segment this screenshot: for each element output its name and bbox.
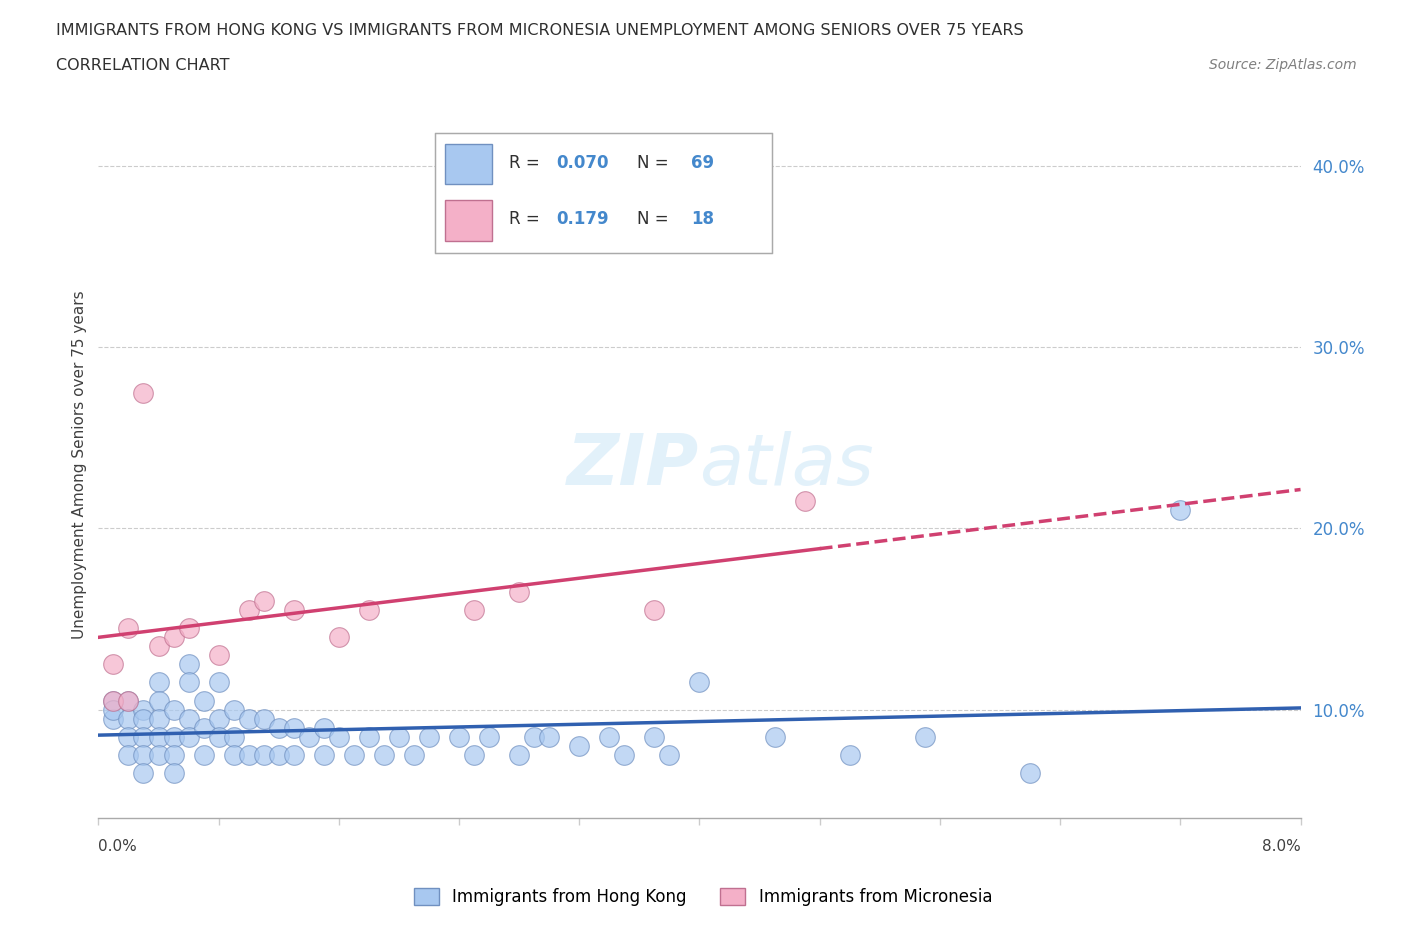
Text: ZIP: ZIP [567,431,699,499]
Point [357,603,380,618]
Point [162,748,184,763]
Point [148,748,170,763]
Point [418,729,440,744]
Point [914,729,936,744]
Point [238,603,260,618]
Point [298,729,321,744]
Text: CORRELATION CHART: CORRELATION CHART [56,58,229,73]
Point [177,675,200,690]
Point [148,639,170,654]
Point [177,711,200,726]
Point [103,711,125,726]
Point [208,729,231,744]
Point [132,702,155,717]
Point [162,630,184,644]
Point [598,729,620,744]
Point [103,657,125,671]
Point [283,721,305,736]
Point [312,721,335,736]
Point [568,738,591,753]
Point [312,748,335,763]
Point [463,603,485,618]
Point [508,584,530,599]
Point [253,748,276,763]
Point [103,693,125,708]
Point [343,748,366,763]
Point [688,675,710,690]
Point [193,721,215,736]
Point [238,748,260,763]
Point [1019,765,1042,780]
Point [103,693,125,708]
Point [117,748,139,763]
Point [162,729,184,744]
Point [162,702,184,717]
Point [613,748,636,763]
Point [132,748,155,763]
Point [148,693,170,708]
Point [253,593,276,608]
Text: 0.0%: 0.0% [98,839,138,854]
Point [283,603,305,618]
Point [148,729,170,744]
Legend: Immigrants from Hong Kong, Immigrants from Micronesia: Immigrants from Hong Kong, Immigrants fr… [408,881,998,912]
Point [148,711,170,726]
Point [463,748,485,763]
Point [658,748,681,763]
Text: 8.0%: 8.0% [1261,839,1301,854]
Point [117,620,139,635]
Point [132,765,155,780]
Point [328,729,350,744]
Point [357,729,380,744]
Point [643,603,665,618]
Point [222,748,245,763]
Point [222,702,245,717]
Point [148,675,170,690]
Point [117,693,139,708]
Point [132,729,155,744]
Point [508,748,530,763]
Point [447,729,470,744]
Point [523,729,546,744]
Point [538,729,561,744]
Point [478,729,501,744]
Point [1168,503,1191,518]
Point [103,702,125,717]
Point [763,729,786,744]
Point [838,748,860,763]
Point [117,711,139,726]
Point [222,729,245,744]
Point [267,748,290,763]
Point [117,693,139,708]
Point [208,648,231,663]
Text: Source: ZipAtlas.com: Source: ZipAtlas.com [1209,58,1357,72]
Point [388,729,411,744]
Point [117,729,139,744]
Text: atlas: atlas [699,431,875,499]
Point [193,693,215,708]
Point [328,630,350,644]
Point [267,721,290,736]
Y-axis label: Unemployment Among Seniors over 75 years: Unemployment Among Seniors over 75 years [72,291,87,639]
Point [177,620,200,635]
Point [162,765,184,780]
Point [238,711,260,726]
Point [643,729,665,744]
Point [177,657,200,671]
Point [208,675,231,690]
Point [208,711,231,726]
Point [132,711,155,726]
Point [177,729,200,744]
Point [193,748,215,763]
Point [132,385,155,400]
Text: IMMIGRANTS FROM HONG KONG VS IMMIGRANTS FROM MICRONESIA UNEMPLOYMENT AMONG SENIO: IMMIGRANTS FROM HONG KONG VS IMMIGRANTS … [56,23,1024,38]
Point [283,748,305,763]
Point [373,748,395,763]
Point [402,748,425,763]
Point [793,494,815,509]
Point [253,711,276,726]
